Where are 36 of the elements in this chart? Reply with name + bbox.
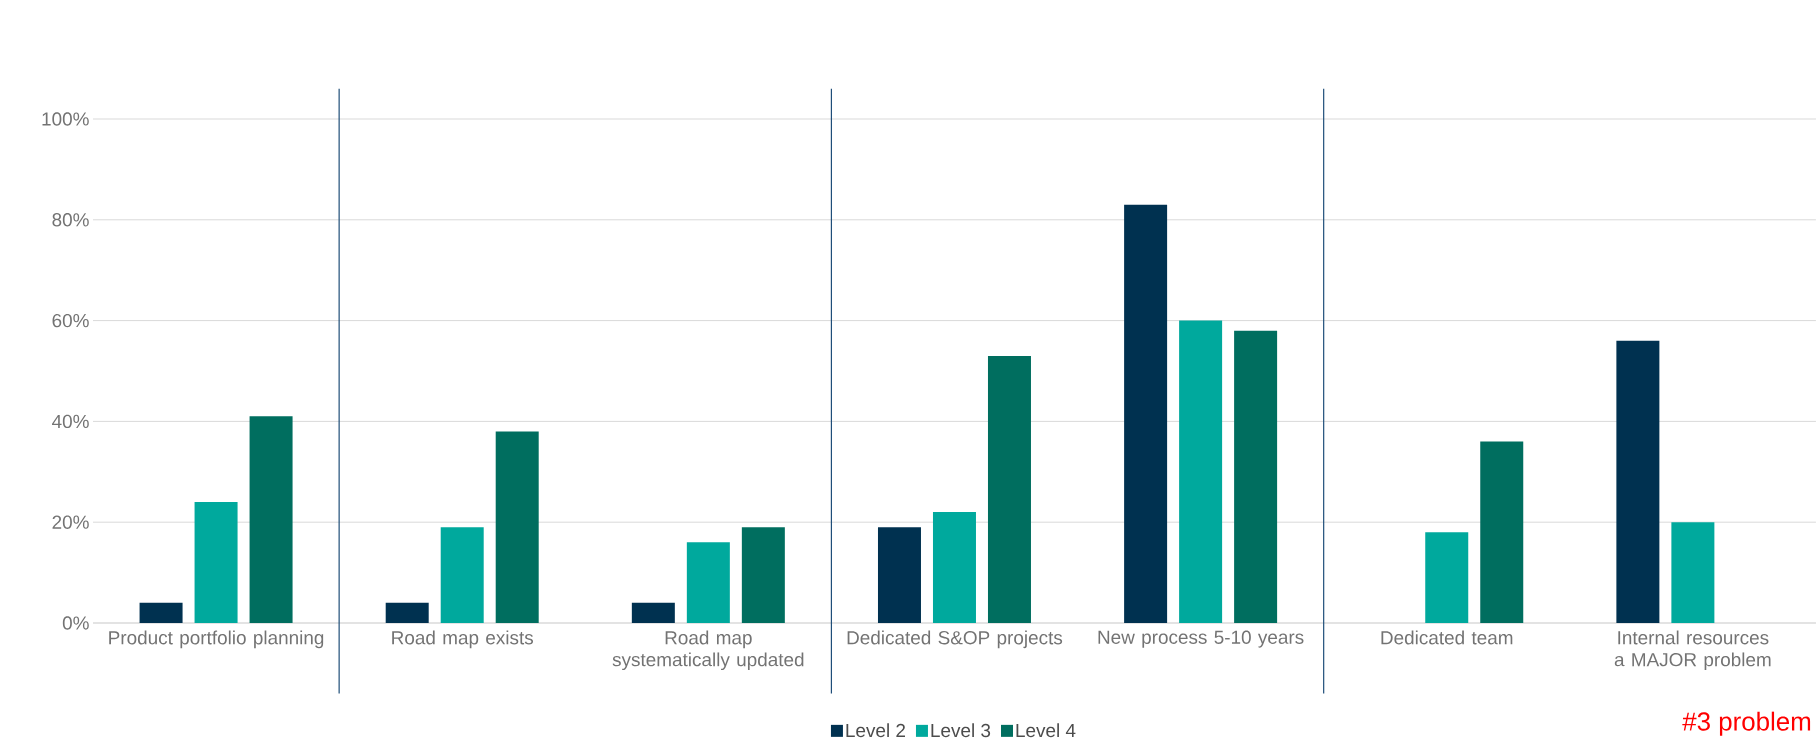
x-tick-label: Dedicated team: [1381, 630, 1513, 645]
bar: [249, 416, 293, 623]
bar: [877, 527, 921, 623]
bar: [741, 527, 785, 623]
x-tick-label: Product portfolio planning: [109, 630, 324, 649]
bar: [1234, 330, 1278, 623]
x-tick-label: Dedicated S&OP projects: [847, 630, 1063, 649]
bar: [686, 542, 730, 623]
y-tick-label: 60%: [52, 313, 89, 328]
x-tick-label: Road map systematically updated: [612, 630, 804, 671]
bar: [987, 355, 1031, 623]
legend-label: Level 4: [1016, 723, 1076, 738]
bar: [1616, 340, 1660, 623]
x-tick-label: Internal resources a MAJOR problem: [1614, 630, 1771, 671]
bar: [932, 512, 976, 623]
bar: [139, 602, 183, 623]
bar: [1671, 522, 1715, 623]
y-tick-label: 20%: [52, 515, 89, 529]
bar: [1124, 204, 1168, 623]
text: #3 problem: [1682, 711, 1811, 736]
y-tick-label: 0%: [62, 616, 89, 630]
y-tick-label: 100%: [42, 112, 89, 126]
bar: [194, 502, 238, 623]
bar: [1425, 532, 1469, 623]
x-tick-label: New process 5-10 years: [1098, 630, 1304, 648]
legend-label: Level 3: [931, 723, 991, 738]
bar: [631, 602, 675, 623]
bar: [495, 431, 539, 623]
x-tick-label: Road map exists: [392, 630, 534, 649]
bar: [440, 527, 484, 623]
legend-label: Level 2: [846, 723, 905, 738]
y-tick-label: 40%: [52, 414, 89, 429]
bar: [1179, 320, 1223, 623]
bar: [385, 602, 429, 623]
y-tick-label: 80%: [52, 213, 89, 227]
bar: [1480, 441, 1524, 623]
